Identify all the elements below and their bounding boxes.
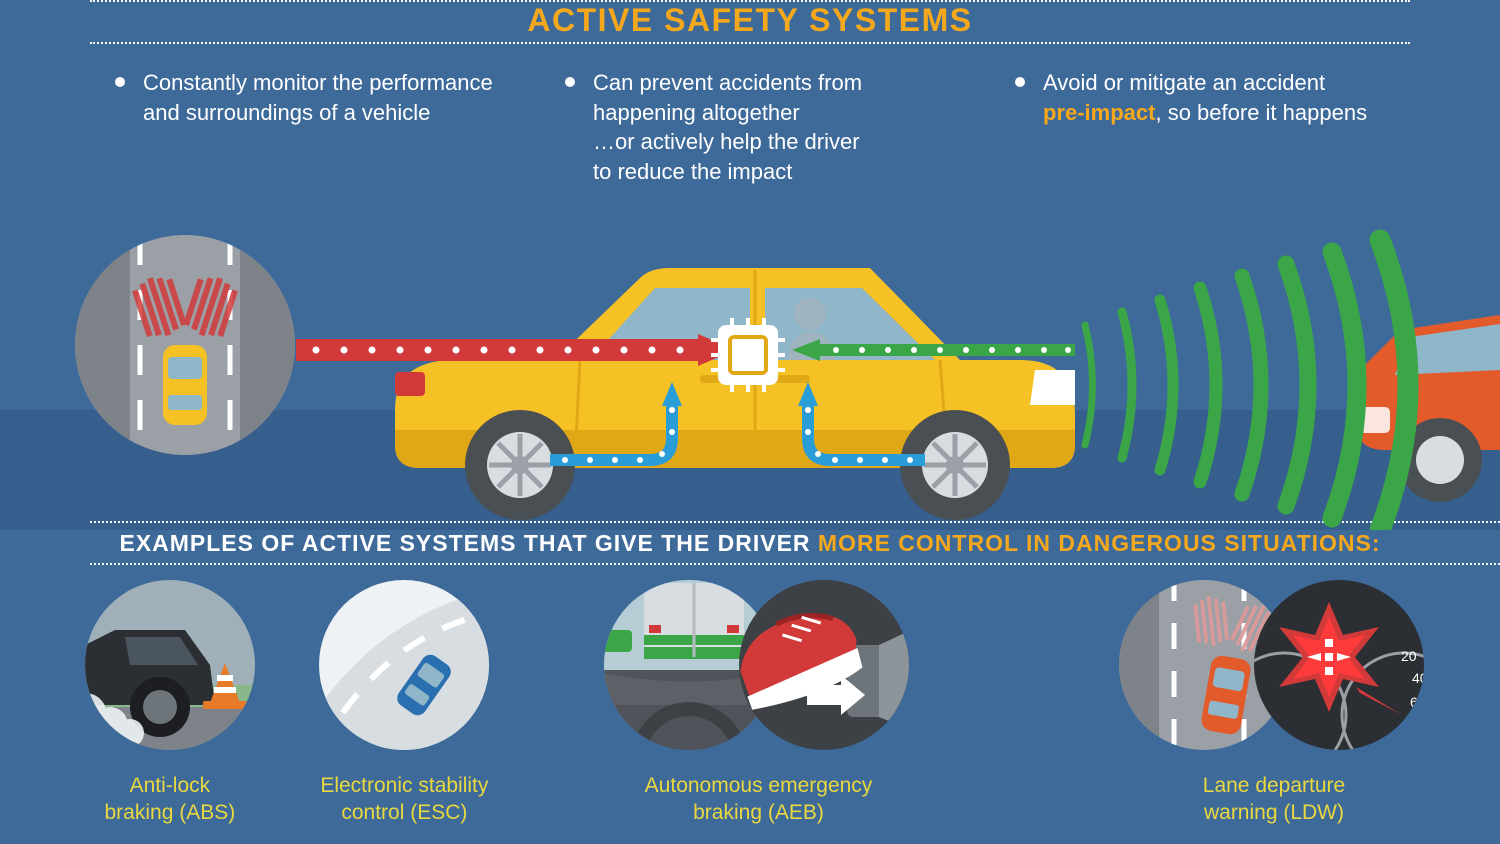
bullet-2-line2: happening altogether (593, 100, 800, 125)
bullet-1-line2: and surroundings of a vehicle (143, 100, 430, 125)
bullet-row: Constantly monitor the performance and s… (115, 68, 1445, 187)
bullet-2-line4: to reduce the impact (593, 159, 792, 184)
abs-label: Anti-lock braking (ABS) (105, 772, 236, 827)
car-main-icon (395, 268, 1075, 520)
bullet-3: Avoid or mitigate an accident pre-impact… (1015, 68, 1445, 187)
chip-icon (711, 318, 785, 392)
aeb-icon (589, 575, 929, 760)
ldw-label: Lane departure warning (LDW) (1203, 772, 1345, 827)
bullet-2-line1: Can prevent accidents from (593, 70, 862, 95)
esc-label: Electronic stability control (ESC) (320, 772, 488, 827)
examples-header-white: EXAMPLES OF ACTIVE SYSTEMS THAT GIVE THE… (119, 530, 817, 556)
bullet-2: Can prevent accidents from happening alt… (565, 68, 965, 187)
examples-row: Anti-lock braking (ABS) Electron (55, 575, 1475, 827)
car-ahead-icon (1355, 315, 1500, 502)
example-esc: Electronic stability control (ESC) (285, 575, 524, 827)
ldw-icon: 20 40 60 (1104, 575, 1444, 760)
page-title: ACTIVE SAFETY SYSTEMS (0, 2, 1500, 39)
example-aeb: Autonomous emergency braking (AEB) (524, 575, 993, 827)
bullet-1-line1: Constantly monitor the performance (143, 70, 493, 95)
svg-text:60: 60 (1410, 694, 1426, 710)
svg-text:40: 40 (1412, 670, 1428, 686)
main-scene (0, 210, 1500, 510)
rule-4 (90, 563, 1500, 565)
rear-sensor-circle-icon (75, 235, 295, 455)
bullet-2-line3: …or actively help the driver (593, 129, 860, 154)
svg-text:20: 20 (1401, 648, 1417, 664)
example-ldw: 20 40 60 Lane departure warning (LDW) (1073, 575, 1475, 827)
radar-arcs-icon (1085, 240, 1408, 530)
rule-2 (90, 42, 1410, 44)
bullet-3-line2: pre-impact, so before it happens (1043, 100, 1367, 125)
examples-header-accent: MORE CONTROL IN DANGEROUS SITUATIONS: (818, 530, 1381, 556)
abs-icon (75, 575, 265, 760)
esc-icon (309, 575, 499, 760)
bullet-1: Constantly monitor the performance and s… (115, 68, 515, 187)
example-abs: Anti-lock braking (ABS) (55, 575, 285, 827)
bullet-3-line1: Avoid or mitigate an accident (1043, 70, 1325, 95)
examples-header: EXAMPLES OF ACTIVE SYSTEMS THAT GIVE THE… (0, 530, 1500, 557)
aeb-label: Autonomous emergency braking (AEB) (645, 772, 873, 827)
